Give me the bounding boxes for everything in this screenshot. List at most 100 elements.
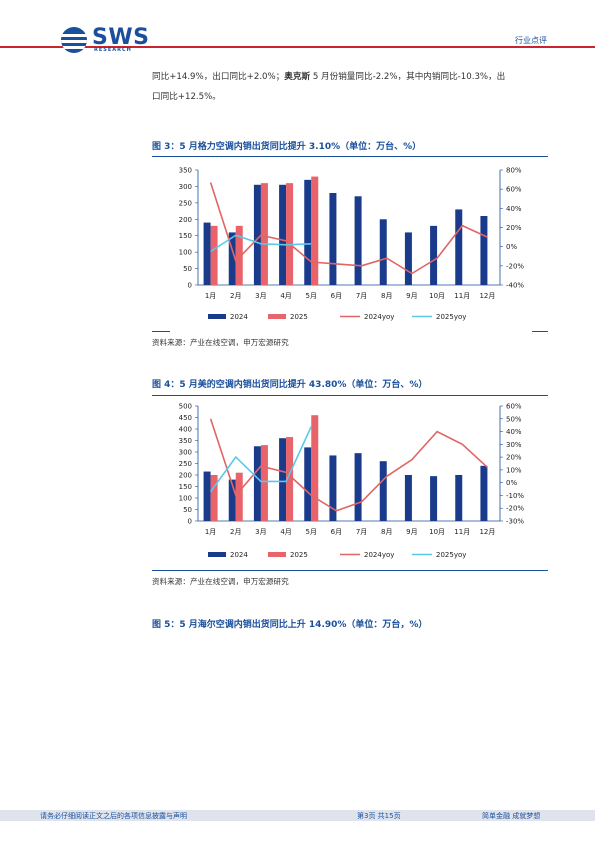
figure-3-bottom-rule-left [152,331,170,332]
category-label: 4月 [280,528,291,536]
bar-2025 [210,225,218,285]
body-paragraph-line1: 同比+14.9%，出口同比+2.0%；奥克斯 5 月份销量同比-2.2%，其中内… [152,67,505,88]
left-tick-label: 100 [179,495,192,503]
right-tick-label: 40% [506,205,522,213]
left-tick-label: 200 [179,472,192,480]
legend-swatch-2025 [268,314,286,319]
right-tick-label: 50% [506,415,522,423]
right-tick-label: -20% [506,262,524,270]
category-label: 10月 [429,528,445,536]
bar-2024 [354,453,362,521]
bar-2024 [228,479,236,521]
category-label: 9月 [406,292,417,300]
category-label: 5月 [306,528,317,536]
figure-3-top-rule [152,156,548,157]
bar-2024 [279,438,287,521]
figure-3-chart: 0 50 100 150 200 250 300 350 -40% -20% 0% 20% 40% 60%… [179,167,525,322]
brand-subtitle: RESEARCH [94,47,132,53]
legend-label-2025yoy: 2025yoy [436,313,466,321]
figure-4-top-rule [152,395,548,396]
bar-2024 [480,216,488,285]
footer-page-number: 第3页 共15页 [357,812,401,820]
body-text-a: 同比+14.9%，出口同比+2.0%； [152,72,285,82]
category-label: 11月 [454,292,470,300]
category-label: 8月 [381,528,392,536]
category-label: 11月 [454,528,470,536]
right-tick-label: 0% [506,243,517,251]
legend-label-2024yoy: 2024yoy [364,551,394,559]
sws-logo-icon [61,27,87,53]
right-tick-label: 80% [506,167,522,175]
figure-4-chart: 0 50 100 150 200 250 300 350 400 450 500 -30% -20% -1… [179,403,525,560]
legend-label-2025: 2025 [290,313,308,321]
figure-3-bottom-rule-right [532,331,548,332]
bar-2024 [404,232,412,285]
category-label: 8月 [381,292,392,300]
left-tick-label: 150 [179,232,192,240]
line-2024yoy [209,418,488,512]
left-tick-label: 200 [179,216,192,224]
category-label: 6月 [331,528,342,536]
legend-swatch-2024 [208,552,226,557]
bar-2024 [279,184,287,285]
right-tick-label: 30% [506,441,522,449]
section-tag: 行业点评 [515,36,547,45]
legend-swatch-2025 [268,552,286,557]
bar-2024 [329,193,337,285]
category-label: 2月 [230,292,241,300]
bar-2025 [260,183,268,285]
bar-2024 [329,455,337,521]
left-tick-label: 100 [179,249,192,257]
left-tick-label: 350 [179,437,192,445]
category-label: 7月 [356,528,367,536]
category-label: 7月 [356,292,367,300]
category-label: 9月 [406,528,417,536]
left-tick-label: 450 [179,414,192,422]
left-tick-label: 50 [183,506,192,514]
bar-2024 [253,184,261,285]
right-tick-label: 10% [506,466,522,474]
category-label: 4月 [280,292,291,300]
header-red-rule [0,46,595,48]
right-tick-label: -20% [506,505,524,513]
category-label: 12月 [479,292,495,300]
right-tick-label: 0% [506,479,517,487]
left-tick-label: 350 [179,167,192,175]
bar-2025 [210,475,218,521]
footer-slogan: 简单金融 成就梦想 [482,812,541,820]
left-tick-label: 250 [179,460,192,468]
category-label: 6月 [331,292,342,300]
category-label: 1月 [205,292,216,300]
bar-2024 [203,471,211,521]
category-label: 3月 [255,528,266,536]
left-tick-label: 0 [188,518,192,526]
figure-4-source: 资料来源：产业在线空调，申万宏源研究 [152,577,289,586]
bar-2024 [304,447,312,521]
figure-3-title: 图 3：5 月格力空调内销出货同比提升 3.10%（单位：万台、%） [152,142,422,152]
category-label: 10月 [429,292,445,300]
bar-2025 [311,415,319,521]
bar-2025 [311,176,319,285]
right-tick-label: 60% [506,186,522,194]
body-paragraph-line2: 口同比+12.5%。 [152,92,221,102]
footer-bar: 请务必仔细阅读正文之后的各项信息披露与声明 第3页 共15页 简单金融 成就梦想 [0,810,595,821]
category-label: 2月 [230,528,241,536]
bar-2024 [304,179,312,285]
left-tick-label: 500 [179,403,192,411]
body-text-bold: 奥克斯 [284,72,311,82]
left-tick-label: 300 [179,183,192,191]
bar-2025 [260,445,268,521]
bar-2024 [480,465,488,521]
legend-swatch-2024 [208,314,226,319]
right-tick-label: 20% [506,454,522,462]
bar-2024 [455,475,463,521]
legend-label-2025: 2025 [290,551,308,559]
category-label: 1月 [205,528,216,536]
bar-2024 [253,446,261,521]
left-tick-label: 250 [179,199,192,207]
bar-2025 [235,472,243,521]
figure-3-source: 资料来源：产业在线空调，申万宏源研究 [152,338,289,347]
body-text-c: 5 月份销量同比-2.2%，其中内销同比-10.3%，出 [310,72,506,82]
right-tick-label: -10% [506,492,524,500]
right-tick-label: -40% [506,282,524,290]
